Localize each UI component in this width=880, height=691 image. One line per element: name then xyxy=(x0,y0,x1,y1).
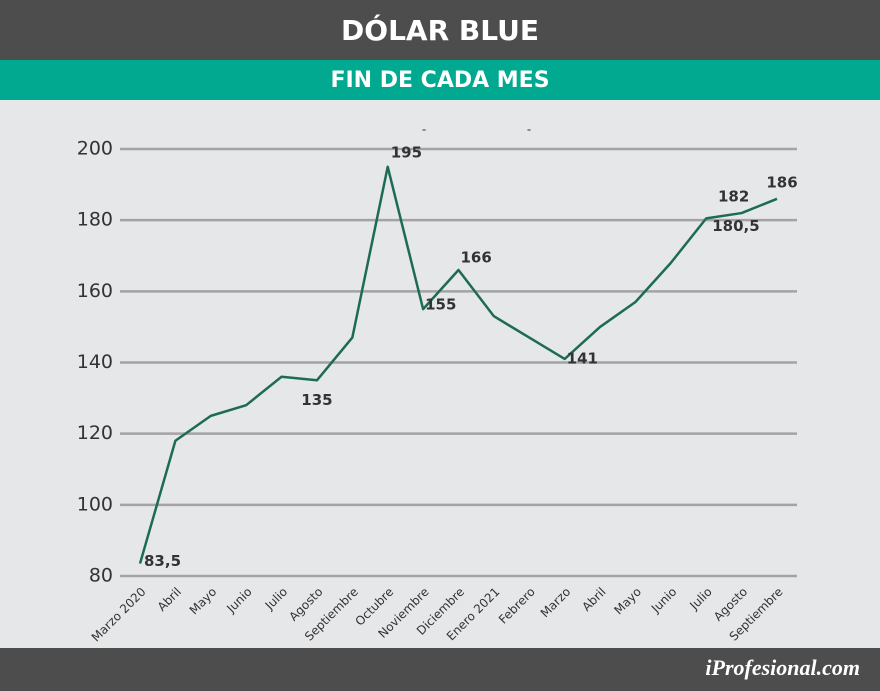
y-tick-label: 120 xyxy=(77,422,113,444)
data-line xyxy=(138,165,778,564)
value-label: 135 xyxy=(301,391,332,409)
y-tick-label: 180 xyxy=(77,209,113,231)
value-label: 83,5 xyxy=(144,552,181,570)
value-label: 182 xyxy=(718,188,749,206)
plot-background xyxy=(0,100,880,648)
y-tick-label: 100 xyxy=(77,493,113,515)
footer-bar xyxy=(0,648,880,691)
y-tick-label: 160 xyxy=(77,280,113,302)
value-label: 155 xyxy=(425,296,456,314)
y-tick-label: 200 xyxy=(77,138,113,160)
value-label: 186 xyxy=(766,173,797,191)
y-tick-label: 80 xyxy=(89,565,113,587)
value-label: 180,5 xyxy=(712,217,759,235)
value-label: 141 xyxy=(567,349,598,367)
value-label: 166 xyxy=(461,248,492,266)
annotation: - xyxy=(527,123,531,137)
value-label: 195 xyxy=(391,143,422,161)
chart-subtitle: FIN DE CADA MES xyxy=(330,68,549,93)
y-tick-label: 140 xyxy=(77,351,113,373)
title-bar xyxy=(0,0,880,60)
subtitle-bar xyxy=(0,60,880,100)
annotation: - xyxy=(422,123,426,137)
chart-title: DÓLAR BLUE xyxy=(341,13,539,47)
footer-logo: iProfesional.com xyxy=(705,655,860,680)
